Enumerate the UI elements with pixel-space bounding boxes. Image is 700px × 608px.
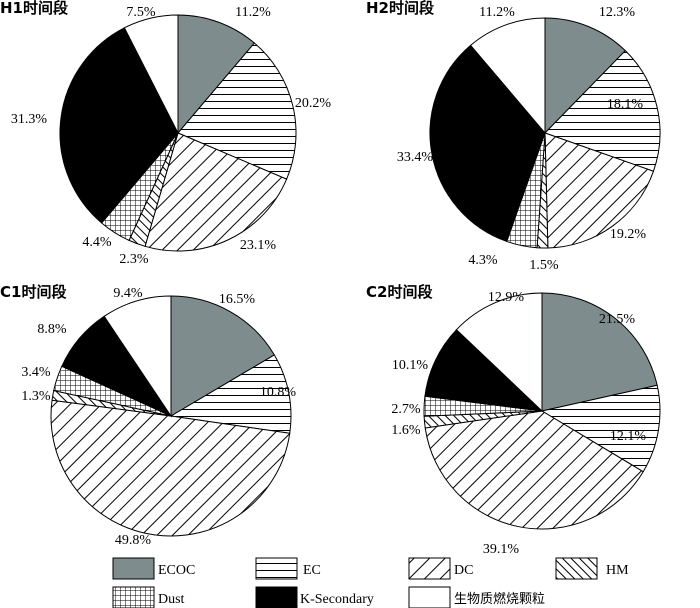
pie-label-c1-ec: 10.8% [260, 385, 297, 400]
pie-label-h2-k-secondary: 33.4% [397, 150, 434, 165]
pie-label-c2-ec: 12.1% [610, 429, 647, 444]
pie-slice-h2-biomass [469, 17, 546, 135]
pie-slice-c2-ec [540, 384, 661, 473]
pie-label-h1-ecoc: 11.2% [235, 5, 271, 20]
legend-item-hm: HM [555, 557, 629, 580]
pie-label-h2-ec: 18.1% [607, 97, 644, 112]
legend-swatch-ecoc [112, 557, 155, 580]
pie-label-c1-dc: 49.8% [115, 533, 152, 548]
pie-label-h1-hm: 2.3% [119, 252, 149, 267]
legend-swatch-biomass [408, 586, 451, 608]
pie-c1: 16.5% 10.8% 49.8% 1.3% 3.4% 8.8% 9.4% [21, 286, 296, 548]
pie-label-c2-k-secondary: 10.1% [392, 358, 429, 373]
pie-label-c1-dust: 3.4% [21, 365, 51, 380]
panel-title-c1: C1时间段 [0, 283, 66, 301]
panel-title-h2: H2时间段 [366, 0, 434, 17]
pie-label-h2-hm: 1.5% [529, 258, 559, 273]
pie-label-h2-ecoc: 12.3% [599, 5, 636, 20]
pie-label-h1-k-secondary: 31.3% [11, 112, 48, 127]
pie-label-c2-dc: 39.1% [483, 542, 520, 557]
pie-label-c1-hm: 1.3% [21, 389, 51, 404]
panel-title-h1: H1时间段 [0, 0, 68, 17]
pie-slice-h2-dc [544, 132, 655, 249]
pie-slice-h2-ec [544, 49, 661, 172]
pie-label-c2-hm: 1.6% [391, 423, 421, 438]
pie-label-c2-biomass: 12.9% [488, 290, 525, 305]
pie-slice-h1-k-secondary [59, 27, 179, 224]
legend: ECOC EC DC HM Dust K-Secondary 生物质燃烧颗粒 [112, 557, 629, 608]
legend-label-ec: EC [303, 563, 321, 578]
pie-slice-h1-dc [144, 132, 288, 252]
pie-label-h2-dust: 4.3% [468, 253, 498, 268]
pie-slice-h1-biomass [123, 14, 179, 134]
legend-swatch-hm [555, 557, 598, 580]
legend-label-biomass: 生物质燃烧颗粒 [454, 591, 545, 607]
pie-label-h1-dust: 4.4% [82, 235, 112, 250]
pie-slice-c2-k-secondary [424, 328, 544, 412]
pie-slice-c1-biomass [103, 295, 172, 418]
pie-slice-c2-biomass [455, 292, 543, 413]
pie-label-h1-dc: 23.1% [240, 238, 277, 253]
pie-label-c1-k-secondary: 8.8% [37, 322, 67, 337]
pie-label-h2-biomass: 11.2% [479, 5, 515, 20]
legend-item-biomass: 生物质燃烧颗粒 [408, 586, 545, 608]
pie-h1: 11.2% 20.2% 23.1% 2.3% 4.4% 31.3% 7.5% [11, 5, 332, 267]
pie-label-c1-biomass: 9.4% [113, 286, 143, 301]
legend-item-dust: Dust [112, 586, 185, 608]
pie-panels: 11.2% 20.2% 23.1% 2.3% 4.4% 31.3% 7.5% 12.3% 18.… [11, 5, 661, 557]
pie-slice-c1-dc [50, 399, 291, 537]
legend-item-k-secondary: K-Secondary [255, 586, 374, 608]
pie-label-h1-biomass: 7.5% [126, 5, 156, 20]
pie-label-c2-ecoc: 21.5% [599, 312, 636, 327]
pie-slice-h2-k-secondary [429, 44, 546, 243]
legend-label-dc: DC [454, 563, 473, 578]
legend-swatch-ec [255, 557, 298, 580]
legend-swatch-k-secondary [255, 586, 298, 608]
legend-swatch-dust [112, 586, 155, 608]
pie-label-h2-dc: 19.2% [610, 227, 647, 242]
pie-slice-h2-ecoc [544, 17, 626, 135]
pie-slice-c2-dc [424, 410, 644, 530]
pie-h2: 12.3% 18.1% 19.2% 1.5% 4.3% 33.4% 11.2% [397, 5, 661, 273]
pie-label-h1-ec: 20.2% [295, 96, 332, 111]
pie-label-c2-dust: 2.7% [391, 402, 421, 417]
legend-item-dc: DC [408, 557, 473, 580]
pie-slice-c1-ecoc [170, 295, 275, 417]
pie-label-c1-ecoc: 16.5% [219, 292, 256, 307]
legend-label-k-secondary: K-Secondary [300, 592, 374, 607]
legend-swatch-dc [408, 557, 451, 580]
pie-slice-c2-ecoc [541, 292, 658, 412]
legend-item-ec: EC [255, 557, 321, 580]
pie-c2: 21.5% 12.1% 39.1% 1.6% 2.7% 10.1% 12.9% [391, 290, 661, 557]
pie-slice-h1-ecoc [177, 14, 256, 135]
legend-label-ecoc: ECOC [158, 563, 195, 578]
pie-slice-c1-ec [169, 354, 292, 434]
panel-title-c2: C2时间段 [366, 283, 432, 301]
legend-label-hm: HM [606, 563, 629, 578]
legend-item-ecoc: ECOC [112, 557, 195, 580]
legend-label-dust: Dust [158, 592, 185, 607]
